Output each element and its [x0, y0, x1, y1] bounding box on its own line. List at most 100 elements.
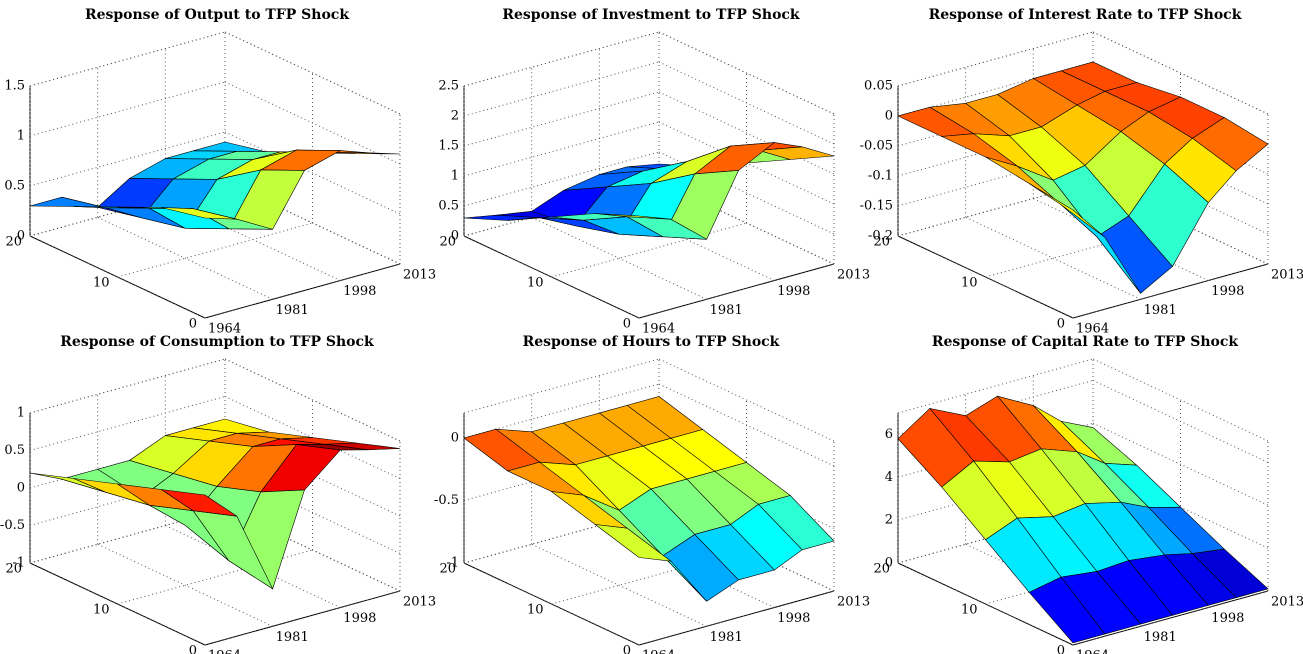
z-tick-label: 1 [451, 169, 459, 184]
x-tick-label: 2013 [1271, 595, 1303, 610]
x-tick-label: 1981 [276, 630, 309, 645]
x-tick-label: 1998 [343, 284, 376, 299]
z-tick-label: -0.5 [0, 518, 25, 533]
grid-line [97, 543, 273, 627]
subplot: 0 0.5 1 1.5 2 2.5 1964 1981 1998 2013 0 10 20 Respons… [438, 7, 870, 337]
z-tick-label: 0.5 [4, 179, 25, 194]
chart-title: Response of Interest Rate to TFP Shock [929, 7, 1242, 23]
z-tick-label: 0.05 [864, 79, 893, 94]
x-tick-label: 1998 [343, 611, 376, 626]
y-tick-label: 10 [961, 603, 978, 618]
chart-title: Response of Capital Rate to TFP Shock [932, 334, 1239, 350]
grid-line [29, 358, 226, 414]
z-tick-label: -0.5 [434, 493, 459, 508]
grid-line [29, 396, 226, 451]
x-tick-label: 1998 [777, 611, 810, 626]
z-tick-label: 6 [885, 427, 893, 442]
grid-line [965, 216, 1141, 300]
z-tick-label: 0 [17, 229, 25, 244]
subplot: 0 0.5 1 1.5 1964 1981 1998 2013 0 10 20 Response of… [4, 7, 436, 337]
grid-line [204, 263, 401, 319]
grid-line [463, 121, 660, 177]
z-tick-label: 2.5 [438, 79, 459, 94]
y-tick-label: 0 [189, 317, 197, 332]
x-tick-label: 1964 [208, 649, 241, 654]
chart-title: Response of Consumption to TFP Shock [60, 334, 374, 350]
y-tick-label: 20 [439, 235, 456, 250]
box-edge [29, 358, 226, 414]
x-tick-label: 1981 [1144, 630, 1177, 645]
y-tick-label: 10 [961, 276, 978, 291]
grid-line [224, 131, 401, 215]
grid-line [1072, 263, 1269, 319]
grid-line [638, 590, 835, 646]
z-tick-label: 2 [885, 513, 893, 528]
grid-line [463, 91, 660, 147]
box-edge [463, 358, 660, 414]
x-tick-label: 1998 [1211, 611, 1244, 626]
grid-line [658, 91, 835, 175]
subplot: -1 -0.5 0 1964 1981 1998 2013 0 10 20 Response of … [434, 334, 870, 654]
grid-line [1072, 590, 1269, 646]
surface-patch [594, 524, 672, 562]
grid-line [551, 222, 747, 278]
y-tick-label: 20 [439, 562, 456, 577]
y-tick-label: 20 [873, 562, 890, 577]
surface-patch [1028, 576, 1106, 644]
y-tick-label: 0 [1057, 644, 1065, 654]
grid-line [1092, 422, 1269, 506]
grid-line [204, 590, 401, 646]
surface-patch [29, 196, 106, 208]
grid-line [29, 31, 226, 87]
grid-line [117, 222, 313, 278]
y-tick-label: 10 [93, 603, 110, 618]
subplot: 0 2 4 6 1964 1981 1998 2013 0 10 20 Response of Cap… [873, 334, 1303, 654]
z-tick-label: -0.2 [868, 229, 893, 244]
x-tick-label: 1981 [1144, 303, 1177, 318]
box-edge [897, 358, 1094, 414]
z-tick-label: 0 [17, 481, 25, 496]
x-tick-label: 1981 [276, 303, 309, 318]
y-tick-label: 10 [527, 603, 544, 618]
z-tick-label: 0 [451, 229, 459, 244]
z-tick-label: 0 [885, 556, 893, 571]
subplot: -0.2 -0.15 -0.1 -0.05 0 0.05 1964 1981 1998 2013 0… [860, 7, 1303, 337]
grid-line [658, 31, 835, 115]
y-tick-label: 10 [93, 276, 110, 291]
x-tick-label: 2013 [1271, 268, 1303, 283]
x-tick-label: 2013 [403, 595, 436, 610]
chart-title: Response of Investment to TFP Shock [502, 7, 800, 23]
grid-line [463, 31, 660, 87]
grid-line [463, 151, 660, 207]
y-tick-label: 20 [5, 562, 22, 577]
x-tick-label: 1998 [1211, 284, 1244, 299]
x-tick-label: 1964 [208, 322, 241, 337]
z-tick-label: -1 [12, 556, 25, 571]
x-tick-label: 1964 [1076, 322, 1109, 337]
x-tick-label: 1998 [777, 284, 810, 299]
z-tick-label: 1.5 [4, 79, 25, 94]
grid-line [29, 131, 226, 187]
x-tick-label: 1964 [642, 322, 675, 337]
x-tick-label: 2013 [403, 268, 436, 283]
x-tick-label: 1964 [642, 649, 675, 654]
y-tick-label: 0 [623, 644, 631, 654]
grid-line [897, 31, 1094, 87]
z-tick-label: 0 [451, 431, 459, 446]
box-edge [658, 358, 835, 442]
z-tick-label: -0.15 [860, 199, 893, 214]
x-tick-label: 1981 [710, 303, 743, 318]
grid-line [224, 358, 401, 442]
box-edge [1092, 358, 1269, 442]
z-tick-label: 0 [885, 109, 893, 124]
x-tick-label: 1981 [710, 630, 743, 645]
z-tick-label: 1 [17, 129, 25, 144]
grid-line [1092, 31, 1269, 115]
grid-line [224, 31, 401, 115]
grid-line [97, 216, 273, 300]
y-tick-label: 10 [527, 276, 544, 291]
y-tick-label: 0 [189, 644, 197, 654]
chart-title: Response of Output to TFP Shock [85, 7, 349, 23]
grid-line [29, 81, 226, 137]
